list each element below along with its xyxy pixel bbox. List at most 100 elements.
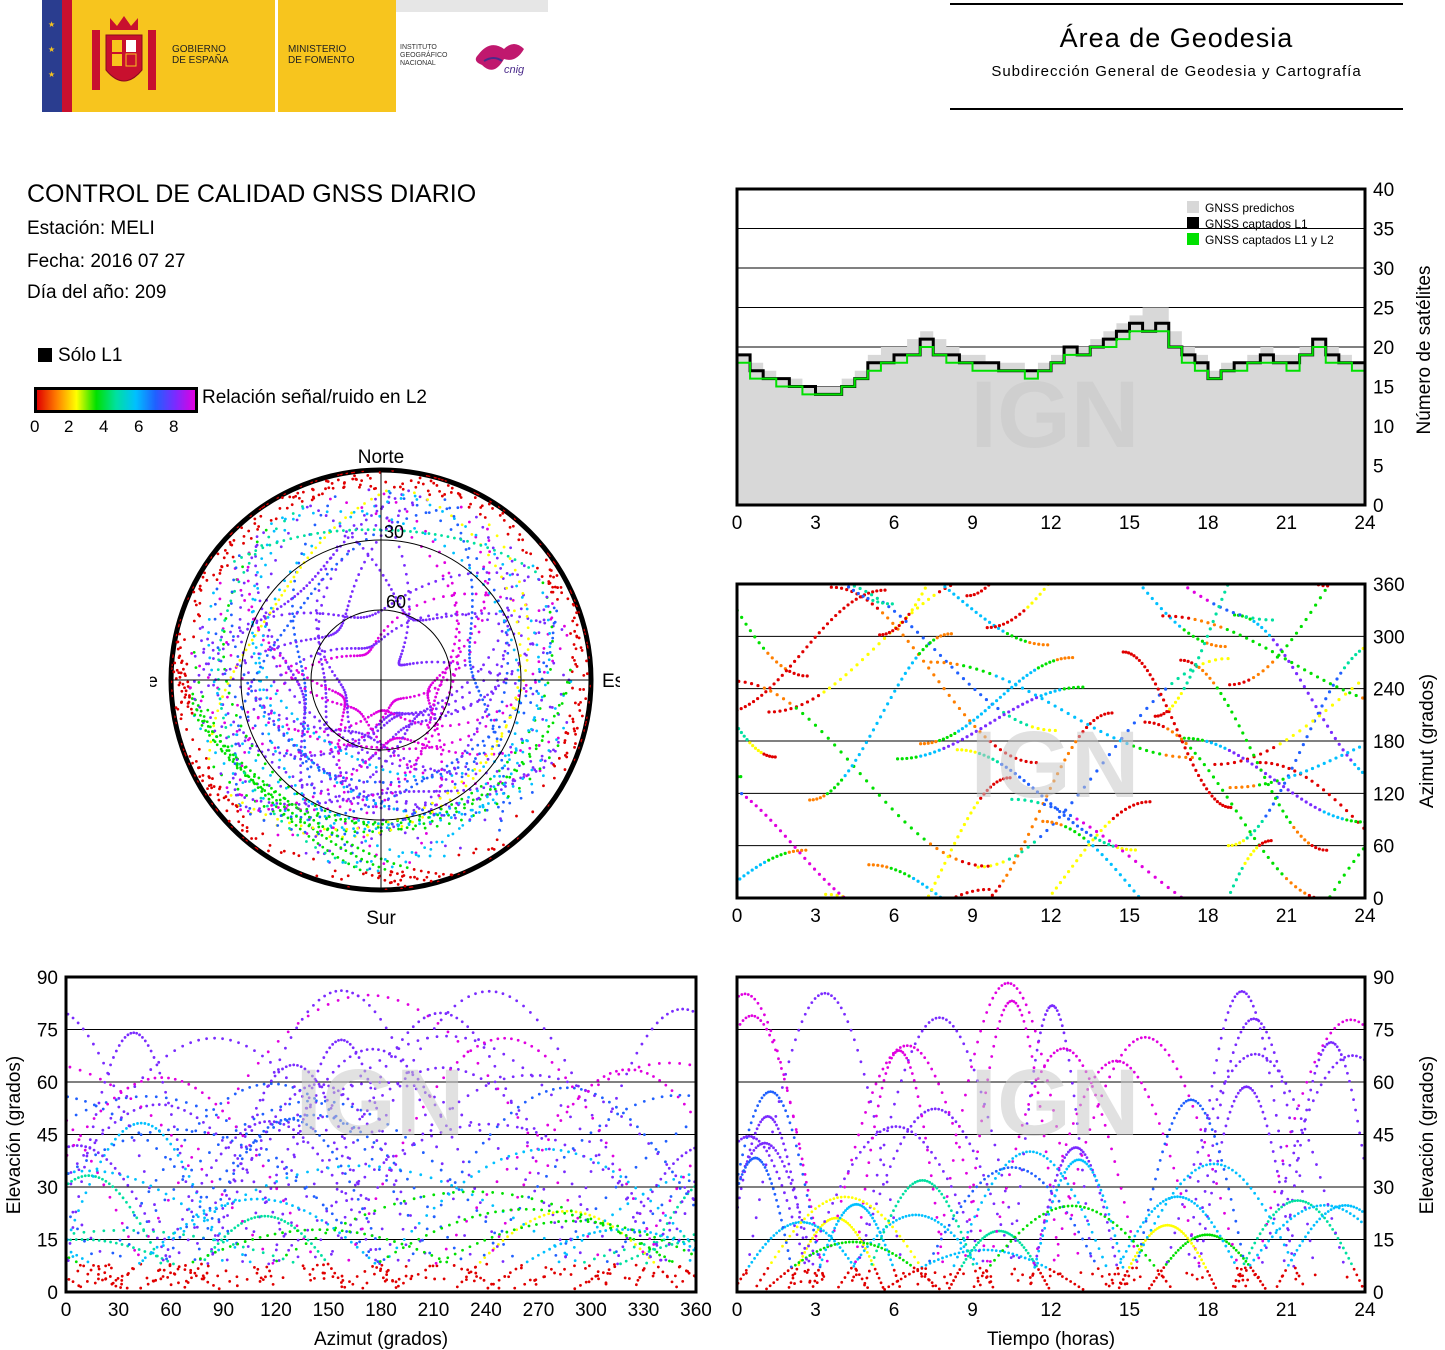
area-subtitle: Subdirección General de Geodesia y Carto… — [991, 63, 1362, 80]
x-tick-label: 15 — [1119, 1300, 1140, 1321]
snr-tick: 4 — [99, 417, 109, 436]
sky-south-label: Sur — [366, 908, 396, 929]
y-axis-label: Elevación (grados) — [1417, 1056, 1438, 1214]
y-tick-label: 300 — [1373, 627, 1405, 648]
x-tick-label: 270 — [523, 1300, 555, 1321]
l1-only-swatch — [38, 348, 52, 362]
ministerio-block: MINISTERIO DE FOMENTO — [278, 0, 396, 112]
track-segment — [233, 528, 537, 574]
x-tick-label: 0 — [61, 1300, 72, 1321]
y-tick-label: 60 — [37, 1073, 58, 1094]
x-tick-label: 21 — [1276, 513, 1297, 534]
elevation-azimuth-chart: 0 15 30 45 60 75 90 0 30 60 90 120 150 180 210 240 270 30… — [4, 968, 712, 1350]
track-segment — [738, 860, 767, 881]
track-segment — [787, 848, 808, 854]
x-tick-label: 12 — [1040, 906, 1061, 927]
track-segment — [737, 1134, 807, 1265]
ign-label: INSTITUTO GEOGRÁFICO NACIONAL — [400, 44, 448, 67]
track-segment — [994, 674, 1129, 746]
elevation-time-chart: 0 15 30 45 60 75 90 0 3 6 9 12 15 18 21 24 IGN Elevación … — [732, 968, 1438, 1350]
x-tick-label: 360 — [680, 1300, 712, 1321]
x-tick-label: 60 — [160, 1300, 181, 1321]
y-tick-label: 10 — [1373, 417, 1394, 438]
y-tick-label: 120 — [1373, 784, 1405, 805]
x-tick-label: 21 — [1276, 1300, 1297, 1321]
day-of-year-label: Día del año: 209 — [27, 282, 167, 303]
y-tick-label: 30 — [1373, 259, 1394, 280]
gobierno-label: GOBIERNO DE ESPAÑA — [172, 44, 229, 66]
track-segment — [788, 669, 809, 678]
track-segment — [1258, 760, 1285, 768]
legend-label: GNSS captados L1 y L2 — [1205, 233, 1334, 247]
x-tick-label: 15 — [1119, 513, 1140, 534]
ign-watermark: IGN — [971, 1050, 1140, 1156]
sky-plot: 30 60 Norte Sur Oeste Este — [150, 447, 620, 929]
ign-watermark: IGN — [971, 712, 1140, 818]
government-logo-bar: ★ ★ ★ GOBIERNO DE ESPAÑA MINISTERIO DE FOM… — [42, 0, 548, 112]
sky-east-label: Este — [602, 671, 620, 692]
track-segment — [881, 600, 1000, 711]
y-tick-label: 30 — [37, 1178, 58, 1199]
track-segment — [760, 606, 846, 697]
track-segment — [1251, 660, 1275, 680]
legend-swatch — [1187, 201, 1199, 213]
x-tick-label: 6 — [889, 513, 900, 534]
track-segment — [1227, 748, 1322, 812]
y-tick-label: 15 — [1373, 378, 1394, 399]
azimuth-time-chart: 0 60 120 180 240 300 360 0 3 6 9 12 15 18 21 24 IGN Azimu… — [732, 575, 1438, 927]
snr-colorbar — [34, 387, 198, 413]
x-tick-label: 18 — [1197, 1300, 1218, 1321]
y-axis-label: Elevación (grados) — [4, 1056, 25, 1214]
y-tick-label: 20 — [1373, 338, 1394, 359]
plot-border — [735, 187, 1367, 507]
track-segment — [1225, 627, 1358, 698]
y-axis-label: Azimut (grados) — [1417, 674, 1438, 808]
track-segment — [1215, 686, 1292, 824]
x-tick-label: 3 — [810, 1300, 821, 1321]
y-tick-label: 0 — [47, 1283, 58, 1304]
track-segment — [766, 651, 787, 671]
track-segment — [1245, 745, 1276, 761]
track-segment — [1316, 783, 1366, 830]
x-tick-label: 12 — [1040, 1300, 1061, 1321]
track-segment — [762, 752, 777, 759]
station-label: Estación: MELI — [27, 218, 155, 239]
x-tick-label: 6 — [889, 1300, 900, 1321]
track-segment — [1287, 766, 1314, 783]
y-tick-label: 30 — [1373, 1178, 1394, 1199]
x-tick-label: 18 — [1197, 513, 1218, 534]
x-tick-label: 9 — [967, 513, 978, 534]
x-tick-label: 12 — [1040, 513, 1061, 534]
x-tick-label: 21 — [1276, 906, 1297, 927]
snr-tick: 8 — [169, 417, 179, 436]
y-tick-label: 75 — [1373, 1021, 1394, 1042]
x-axis-label: Azimut (grados) — [314, 1329, 448, 1350]
ign-watermark: IGN — [971, 362, 1140, 468]
gobierno-block: GOBIERNO DE ESPAÑA — [72, 0, 275, 112]
track-segment — [794, 706, 926, 841]
y-tick-label: 40 — [1373, 180, 1394, 201]
legend-label: GNSS predichos — [1205, 201, 1294, 215]
y-tick-label: 0 — [1373, 496, 1384, 517]
x-tick-label: 9 — [967, 1300, 978, 1321]
track-segment — [1213, 759, 1243, 767]
y-tick-label: 60 — [1373, 837, 1394, 858]
eu-flag-strip: ★ ★ ★ — [42, 0, 62, 112]
l1-only-label: Sólo L1 — [58, 345, 123, 366]
y-tick-label: 25 — [1373, 299, 1394, 320]
track-segment — [1230, 1269, 1248, 1294]
y-tick-label: 90 — [37, 968, 58, 989]
track-segment — [201, 605, 550, 758]
x-tick-label: 24 — [1354, 906, 1376, 927]
ministerio-label: MINISTERIO DE FOMENTO — [288, 44, 355, 66]
track-segment — [1039, 687, 1168, 839]
x-tick-label: 0 — [732, 906, 743, 927]
cnig-logo-text: cnig — [504, 64, 525, 76]
x-tick-label: 330 — [628, 1300, 660, 1321]
x-tick-label: 300 — [575, 1300, 607, 1321]
x-tick-label: 9 — [967, 906, 978, 927]
y-tick-label: 45 — [1373, 1126, 1394, 1147]
track-segment — [1278, 681, 1361, 746]
legend-swatch — [1187, 233, 1199, 245]
x-tick-label: 180 — [365, 1300, 397, 1321]
